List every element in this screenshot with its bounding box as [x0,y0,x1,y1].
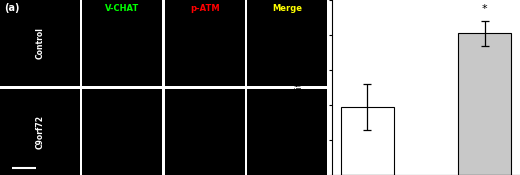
Text: C9orf72: C9orf72 [35,115,45,149]
Y-axis label: % motor neurons with  activated p-ATM: % motor neurons with activated p-ATM [295,12,304,163]
Text: p-ATM: p-ATM [190,4,219,13]
Bar [459,33,512,175]
Text: Merge: Merge [272,4,302,13]
Bar [341,107,394,175]
Text: (b): (b) [229,0,245,1]
Text: Control: Control [35,27,45,59]
Text: (a): (a) [4,3,19,13]
Text: *: * [482,4,488,14]
Text: V-CHAT: V-CHAT [105,4,139,13]
